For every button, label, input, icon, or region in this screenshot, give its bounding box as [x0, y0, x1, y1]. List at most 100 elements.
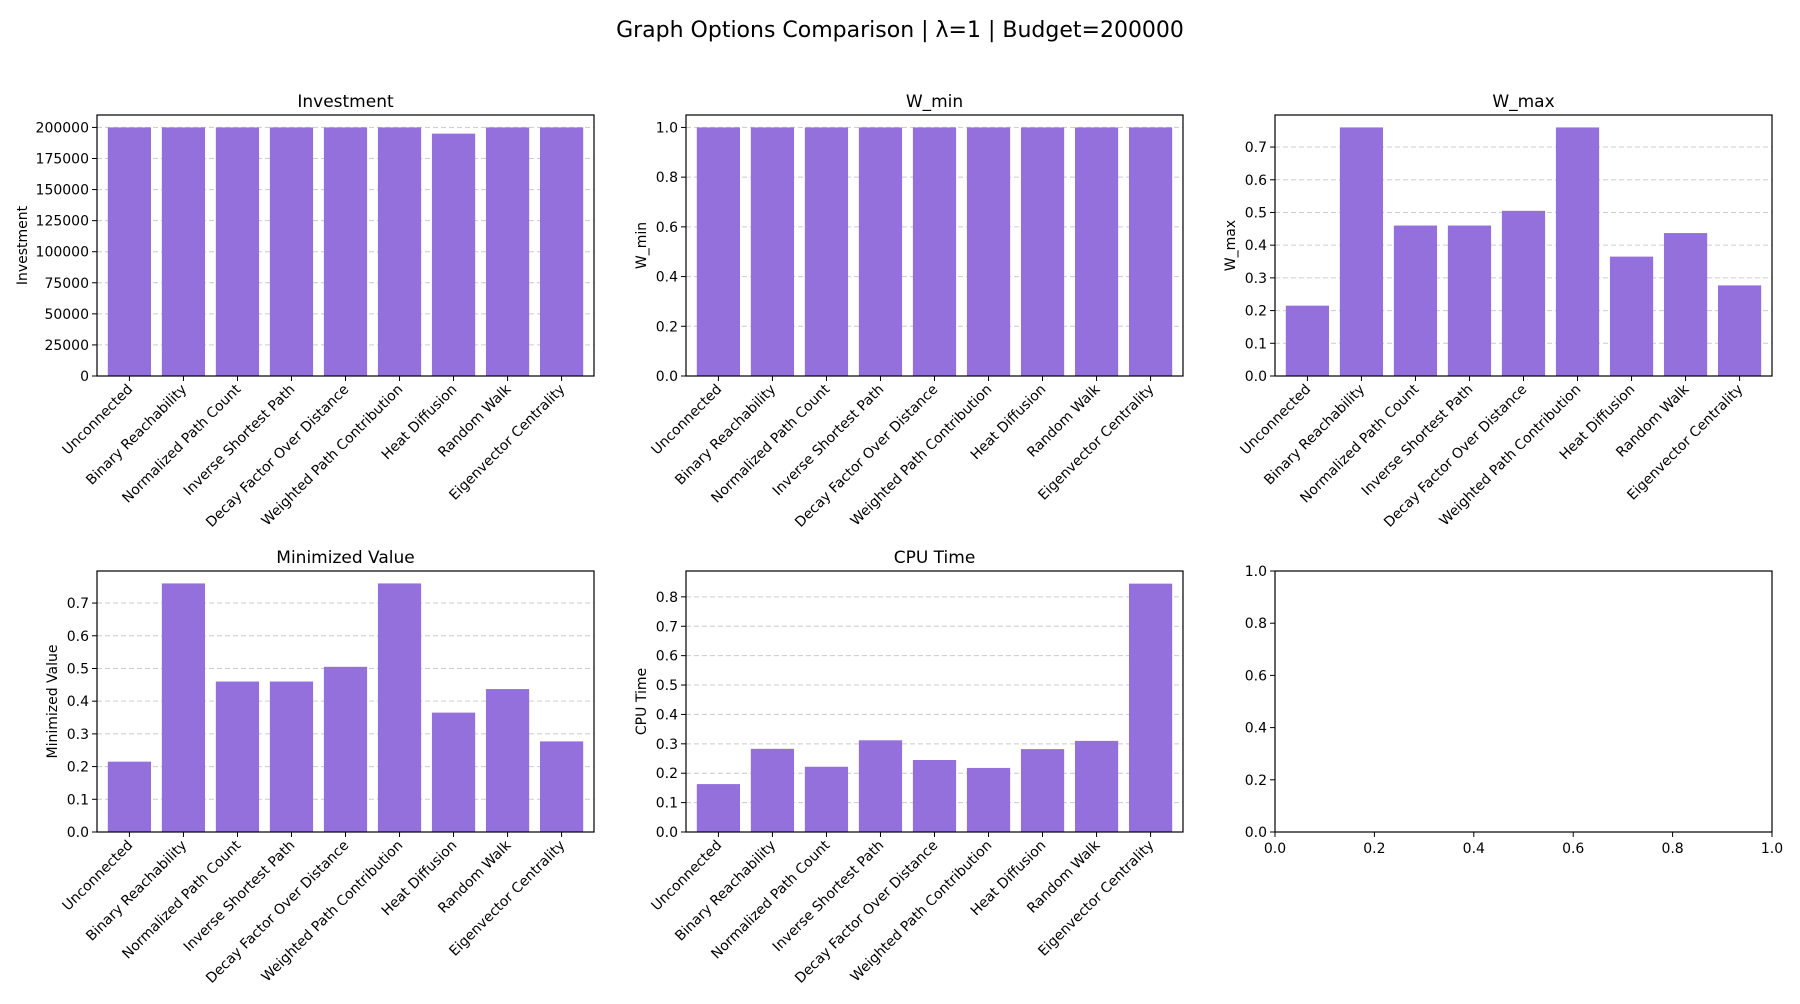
- chart-4-ytick-label: 0.5: [67, 661, 89, 677]
- chart-1-bar-binary-reachability: [161, 127, 206, 376]
- chart-2-xtick-label: Inverse Shortest Path: [770, 382, 888, 500]
- chart-6-ytick-label: 0.6: [1245, 668, 1267, 684]
- chart-1-ytick-label: 125000: [36, 214, 89, 230]
- chart-4-xtick-label: Binary Reachability: [83, 838, 190, 945]
- chart-5-bar-random-walk: [1074, 740, 1119, 832]
- chart-5-ytick-label: 0.3: [656, 737, 678, 753]
- chart-6-ytick-label: 0.8: [1245, 616, 1267, 632]
- chart-5-ylabel: CPU Time: [634, 668, 650, 735]
- chart-4-ytick-label: 0.2: [67, 760, 89, 776]
- chart-2-bar-heat-diffusion: [1020, 127, 1065, 376]
- chart-1-ytick-label: 25000: [44, 338, 89, 354]
- chart-3-xtick-label: Binary Reachability: [1261, 382, 1368, 489]
- chart-1-bar-eigenvector-centrality: [539, 127, 584, 376]
- chart-5-ytick-label: 0.5: [656, 678, 678, 694]
- chart-6-xtick-label: 0.0: [1264, 841, 1286, 857]
- chart-3-bar-eigenvector-centrality: [1717, 285, 1762, 376]
- chart-6-ytick-label: 1.0: [1245, 564, 1267, 580]
- chart-4-xtick-label: Inverse Shortest Path: [181, 838, 299, 956]
- chart-4-ytick-label: 0.7: [67, 596, 89, 612]
- chart-2-bar-weighted-path-contribution: [966, 127, 1011, 376]
- chart-5-xtick-label: Binary Reachability: [672, 838, 779, 945]
- chart-6-ytick-label: 0.4: [1245, 721, 1267, 737]
- chart-4-ytick-label: 0.6: [67, 629, 89, 645]
- chart-4-ytick-label: 0.0: [67, 825, 89, 841]
- chart-6-ytick-label: 0.2: [1245, 773, 1267, 789]
- chart-3-bar-inverse-shortest-path: [1447, 225, 1492, 376]
- chart-1-xtick-label: Inverse Shortest Path: [181, 382, 299, 500]
- chart-3-bar-binary-reachability: [1339, 127, 1384, 376]
- chart-6-xtick-label: 0.6: [1562, 841, 1584, 857]
- chart-1-bar-heat-diffusion: [431, 133, 476, 376]
- chart-2-ytick-label: 0.6: [656, 220, 678, 236]
- chart-3-title: W_max: [1492, 92, 1554, 112]
- chart-2-bar-inverse-shortest-path: [858, 127, 903, 376]
- chart-3-ytick-label: 0.4: [1245, 238, 1267, 254]
- chart-4-ytick-label: 0.4: [67, 694, 89, 710]
- chart-6-xtick-label: 1.0: [1761, 841, 1783, 857]
- chart-3-bar-decay-factor-over-distance: [1501, 210, 1546, 376]
- chart-3-frame: [1274, 114, 1773, 377]
- chart-1-bar-unconnected: [107, 127, 152, 376]
- chart-4-bar-normalized-path-count: [215, 681, 260, 832]
- chart-2-bar-decay-factor-over-distance: [912, 127, 957, 376]
- chart-1-ytick-label: 50000: [44, 307, 89, 323]
- chart-1-ytick-label: 150000: [36, 183, 89, 199]
- chart-1-ytick-label: 175000: [36, 152, 89, 168]
- chart-1-ylabel: Investment: [15, 205, 31, 285]
- chart-5-ytick-label: 0.6: [656, 649, 678, 665]
- chart-6-xtick-label: 0.2: [1363, 841, 1385, 857]
- chart-5-bar-decay-factor-over-distance: [912, 759, 957, 832]
- chart-3-bar-heat-diffusion: [1609, 256, 1654, 376]
- chart-2-ytick-label: 0.8: [656, 170, 678, 186]
- chart-6-frame: [1274, 570, 1773, 833]
- chart-5-bar-normalized-path-count: [804, 766, 849, 832]
- chart-2-bar-normalized-path-count: [804, 127, 849, 376]
- chart-4-title: Minimized Value: [276, 548, 414, 568]
- chart-1-ytick-label: 100000: [36, 245, 89, 261]
- chart-6-ytick-label: 0.0: [1245, 825, 1267, 841]
- chart-5-bar-inverse-shortest-path: [858, 740, 903, 832]
- chart-4-ylabel: Minimized Value: [45, 644, 61, 758]
- chart-3-ytick-label: 0.2: [1245, 304, 1267, 320]
- chart-4-bar-weighted-path-contribution: [377, 583, 422, 832]
- chart-1-bar-inverse-shortest-path: [269, 127, 314, 376]
- chart-3-ytick-label: 0.6: [1245, 173, 1267, 189]
- chart-4-ytick-label: 0.3: [67, 727, 89, 743]
- chart-6-xtick-label: 0.4: [1463, 841, 1485, 857]
- chart-4-bar-inverse-shortest-path: [269, 681, 314, 832]
- chart-5-bar-heat-diffusion: [1020, 749, 1065, 832]
- chart-1-bar-normalized-path-count: [215, 127, 260, 376]
- chart-2-bar-binary-reachability: [750, 127, 795, 376]
- chart-1-xtick-label: Binary Reachability: [83, 382, 190, 489]
- chart-3-bar-unconnected: [1285, 305, 1330, 376]
- chart-4-bar-eigenvector-centrality: [539, 741, 584, 832]
- chart-3-ytick-label: 0.0: [1245, 369, 1267, 385]
- chart-5-ytick-label: 0.0: [656, 825, 678, 841]
- chart-5-ytick-label: 0.4: [656, 707, 678, 723]
- chart-2-ytick-label: 1.0: [656, 120, 678, 136]
- chart-3-bar-weighted-path-contribution: [1555, 127, 1600, 376]
- chart-4-bar-random-walk: [485, 689, 530, 832]
- chart-3-xtick-label: Inverse Shortest Path: [1359, 382, 1477, 500]
- chart-1-frame: [96, 114, 595, 377]
- chart-4-bar-binary-reachability: [161, 583, 206, 832]
- chart-5-frame: [685, 570, 1184, 833]
- chart-3-ytick-label: 0.1: [1245, 336, 1267, 352]
- chart-5-ytick-label: 0.8: [656, 590, 678, 606]
- chart-5-bar-binary-reachability: [750, 748, 795, 832]
- chart-1-ytick-label: 75000: [44, 276, 89, 292]
- chart-5-bar-unconnected: [696, 784, 741, 832]
- chart-4-bar-heat-diffusion: [431, 712, 476, 832]
- chart-3-bar-random-walk: [1663, 233, 1708, 376]
- chart-3-ytick-label: 0.5: [1245, 205, 1267, 221]
- chart-5-ytick-label: 0.1: [656, 796, 678, 812]
- chart-2-xtick-label: Binary Reachability: [672, 382, 779, 489]
- chart-1-bar-random-walk: [485, 127, 530, 376]
- chart-4-bar-decay-factor-over-distance: [323, 666, 368, 832]
- chart-2-ytick-label: 0.0: [656, 369, 678, 385]
- chart-1-bar-decay-factor-over-distance: [323, 127, 368, 376]
